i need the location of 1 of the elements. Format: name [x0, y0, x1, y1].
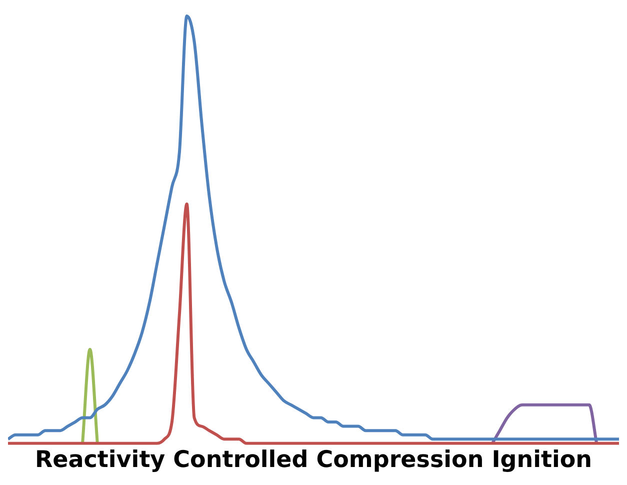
- text: Reactivity Controlled Compression Ignition: [34, 447, 592, 474]
